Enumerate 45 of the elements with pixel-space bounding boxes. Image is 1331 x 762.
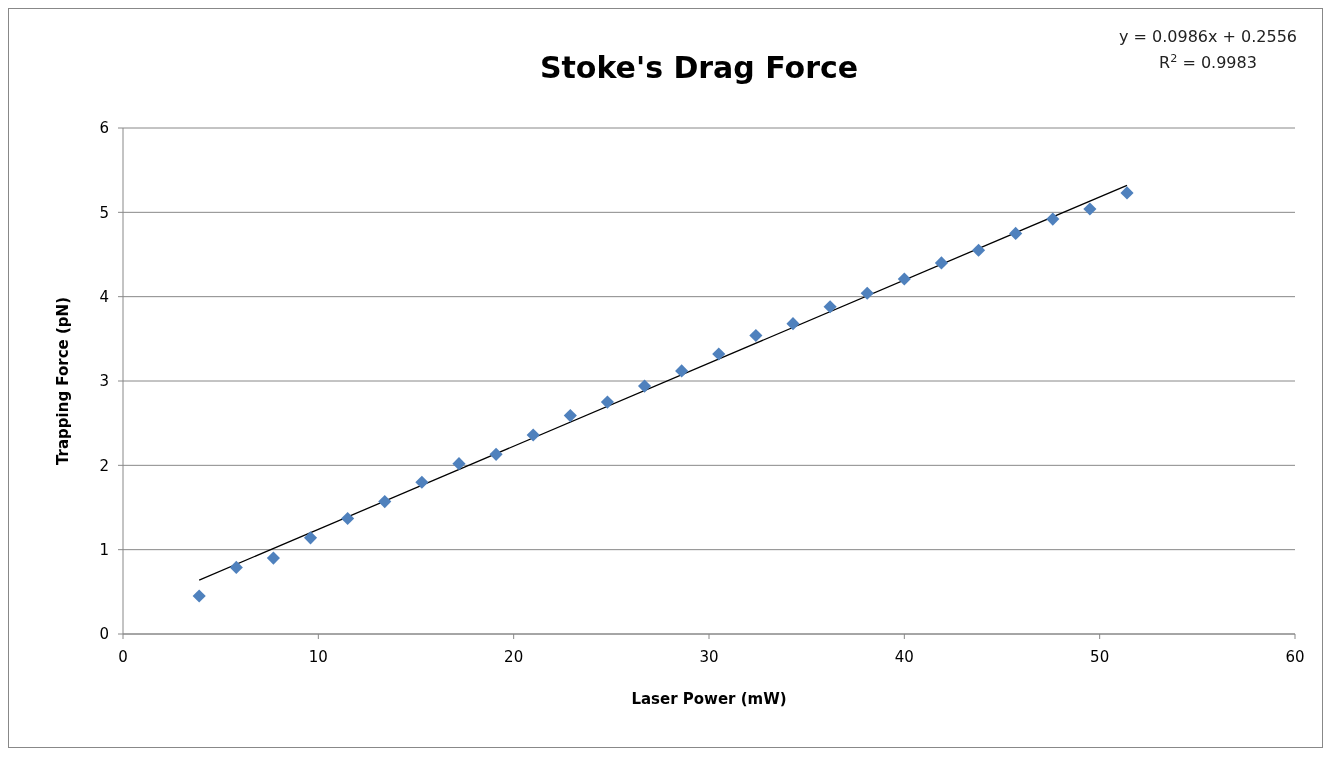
x-tick-label: 10 <box>308 648 328 666</box>
point <box>192 589 206 603</box>
text: y = 0.0986x + 0.2556 <box>1118 27 1298 46</box>
text: R$^{2}$ = 0.9983 <box>1159 51 1257 72</box>
point <box>823 300 837 314</box>
x-tick-label: 20 <box>504 648 524 666</box>
point <box>341 511 355 526</box>
y-tick-label: 1 <box>99 540 109 559</box>
point <box>600 395 614 409</box>
point <box>452 457 466 471</box>
point <box>303 531 318 545</box>
x-tick-label: 60 <box>1285 648 1305 666</box>
point <box>934 256 949 270</box>
y-tick-label: 3 <box>99 372 109 391</box>
point <box>860 286 874 300</box>
y-tick-label: 6 <box>99 119 109 138</box>
y-tick-label: 4 <box>99 287 109 306</box>
point <box>786 317 800 331</box>
point <box>675 364 689 378</box>
point <box>897 272 911 286</box>
point <box>1120 186 1134 200</box>
x-tick-label: 50 <box>1090 648 1110 666</box>
point <box>378 495 392 509</box>
point <box>229 560 243 574</box>
y-tick-label: 5 <box>99 203 109 222</box>
y-axis-title: Trapping Force (pN) <box>54 297 72 465</box>
point <box>526 428 540 442</box>
point <box>1083 202 1097 216</box>
chart-title: Stoke's Drag Force <box>539 50 859 85</box>
point <box>637 379 652 393</box>
y-tick-label: 2 <box>99 456 109 475</box>
x-tick-label: 30 <box>699 648 719 666</box>
point <box>971 243 986 257</box>
point <box>489 447 503 461</box>
point <box>415 475 429 489</box>
point <box>712 347 726 361</box>
point <box>1009 226 1023 240</box>
x-tick-label: 40 <box>894 648 914 666</box>
point <box>266 551 280 565</box>
x-tick-label: 0 <box>118 648 128 666</box>
point <box>563 409 577 423</box>
x-axis-title: Laser Power (mW) <box>631 690 787 708</box>
y-tick-label: 0 <box>99 625 109 644</box>
point <box>1046 212 1060 226</box>
point <box>749 328 763 343</box>
